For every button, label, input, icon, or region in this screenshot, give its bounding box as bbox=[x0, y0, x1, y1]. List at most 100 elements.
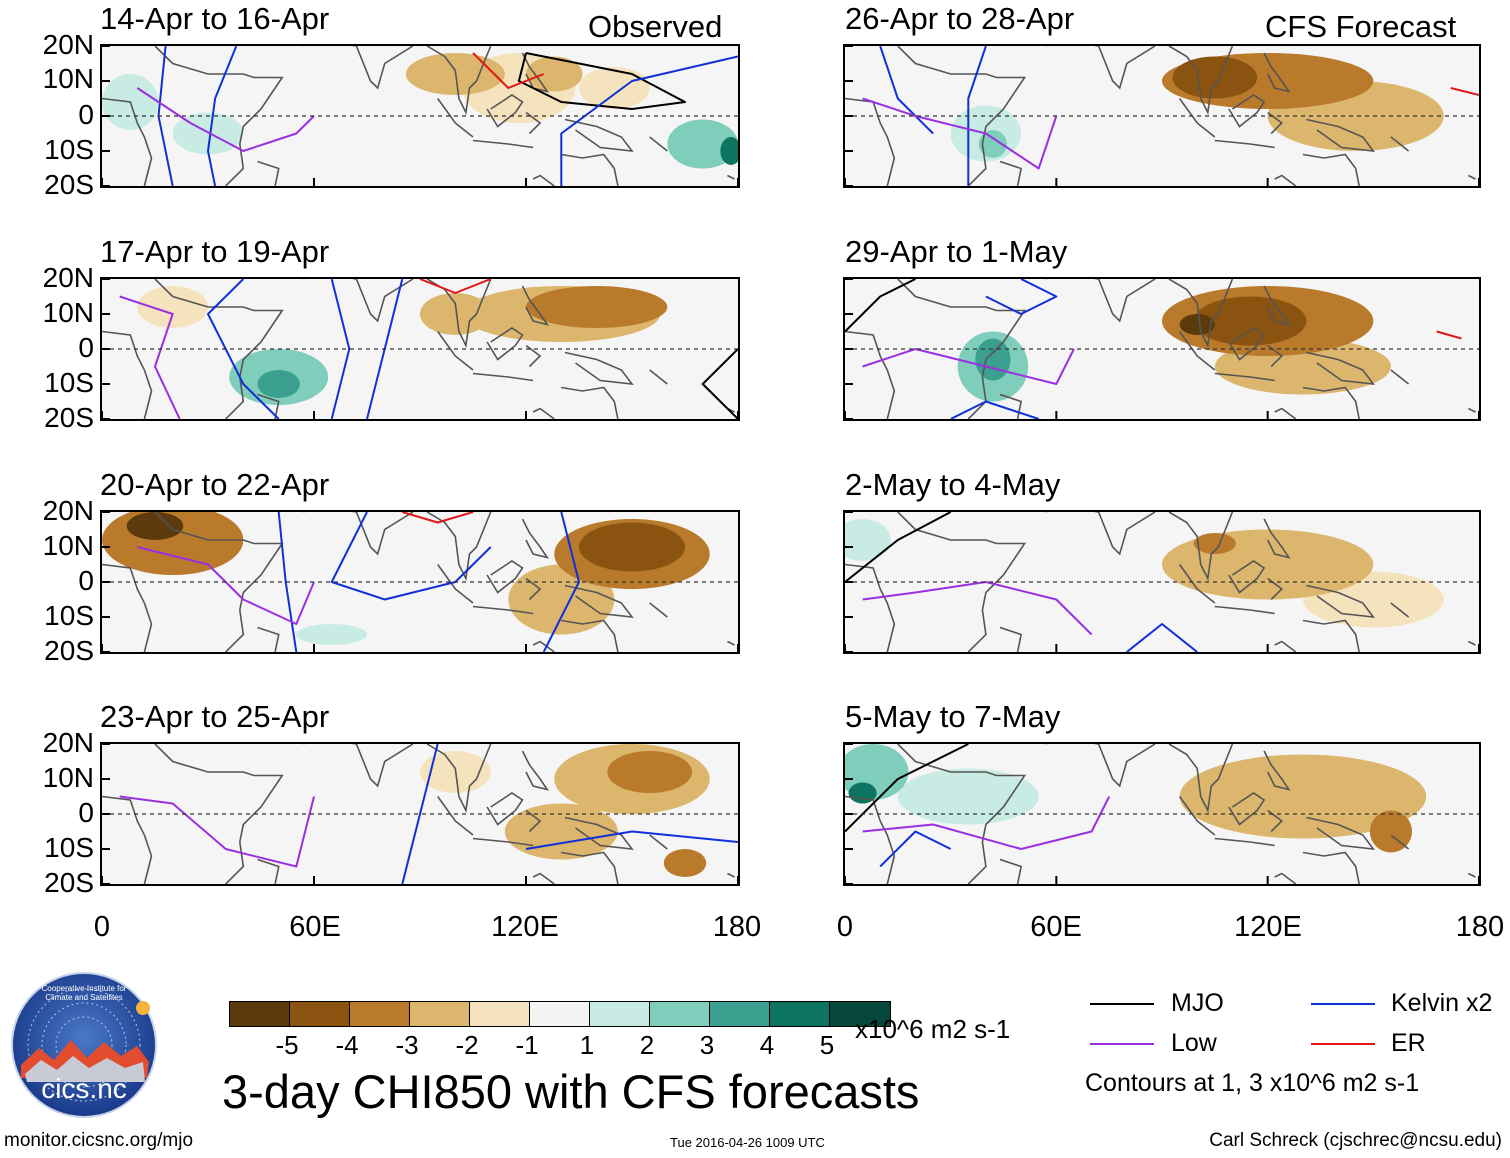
colorbar-cell bbox=[770, 1002, 830, 1026]
coastline bbox=[525, 809, 542, 833]
anomaly-region bbox=[1179, 314, 1215, 335]
coastline bbox=[532, 640, 555, 652]
contour-er bbox=[402, 512, 474, 524]
coastline bbox=[999, 626, 1023, 652]
coastline bbox=[102, 330, 153, 419]
coastline bbox=[1306, 351, 1376, 385]
footer-url[interactable]: monitor.cicsnc.org/mjo bbox=[4, 1130, 194, 1151]
coastline bbox=[472, 837, 534, 847]
coastline bbox=[154, 744, 284, 884]
colorbar-tick-label: 2 bbox=[639, 1030, 655, 1060]
coastline bbox=[564, 584, 634, 618]
anomaly-region bbox=[1193, 533, 1236, 554]
colorbar-cell bbox=[590, 1002, 650, 1026]
anomaly-region bbox=[663, 849, 707, 877]
coastline bbox=[1178, 796, 1216, 836]
y-tick-label: 10N bbox=[42, 297, 94, 328]
coastline bbox=[437, 564, 474, 604]
coastline bbox=[1390, 369, 1410, 385]
contour-kelvin bbox=[277, 512, 298, 652]
panel-title: 29-Apr to 1-May bbox=[845, 234, 1068, 269]
coastline bbox=[1214, 139, 1275, 149]
coastline bbox=[1045, 46, 1156, 90]
colorbar-cell bbox=[350, 1002, 410, 1026]
colorbar-tick-label: -2 bbox=[455, 1030, 479, 1060]
coastline bbox=[525, 111, 542, 135]
coastline bbox=[1306, 118, 1376, 152]
coastline bbox=[1214, 605, 1275, 615]
coastline bbox=[525, 577, 542, 601]
coastline bbox=[154, 279, 284, 419]
colorbar-tick-label: 3 bbox=[699, 1030, 715, 1060]
y-tick-label: 20S bbox=[44, 635, 94, 666]
contour-kelvin bbox=[985, 279, 1058, 315]
coastline bbox=[1228, 327, 1266, 361]
map-panel-p4 bbox=[100, 742, 740, 886]
x-tick-label: 0 bbox=[93, 911, 111, 943]
coastline bbox=[845, 97, 896, 186]
y-tick-label: 20N bbox=[42, 29, 94, 60]
contour-kelvin bbox=[542, 512, 580, 652]
coastline bbox=[897, 512, 1027, 652]
logo-text: cics.nc bbox=[41, 1073, 127, 1104]
cicsnc-logo: Cooperative Institute for Climate and Sa… bbox=[9, 970, 159, 1120]
coastline bbox=[1302, 153, 1360, 186]
coastline bbox=[303, 46, 414, 90]
anomaly-region bbox=[504, 803, 618, 860]
y-tick-label: 20S bbox=[44, 867, 94, 898]
x-tick-label: 60E bbox=[289, 911, 341, 943]
coastline bbox=[1228, 94, 1266, 128]
coastline bbox=[1178, 564, 1216, 604]
y-tick-label: 20N bbox=[42, 727, 94, 758]
map-panel-p7 bbox=[843, 510, 1481, 654]
anomaly-region bbox=[720, 137, 738, 165]
colorbar-cell bbox=[290, 1002, 350, 1026]
panel-title: 5-May to 7-May bbox=[845, 699, 1061, 734]
colorbar-cell bbox=[710, 1002, 770, 1026]
x-tick-label: 120E bbox=[1234, 911, 1302, 943]
contour-mjo bbox=[701, 348, 738, 419]
anomaly-region bbox=[978, 130, 1008, 158]
anomaly-region bbox=[897, 768, 1039, 825]
coastline bbox=[486, 327, 524, 361]
legend-swatch-low bbox=[1090, 1043, 1154, 1045]
anomaly-region bbox=[845, 519, 891, 561]
cfs-forecast-label: CFS Forecast bbox=[1265, 9, 1457, 44]
coastline bbox=[727, 174, 735, 180]
y-tick-label: 10N bbox=[42, 762, 94, 793]
contour-low bbox=[862, 97, 1058, 170]
coastline bbox=[102, 795, 153, 884]
contour-kelvin bbox=[1126, 623, 1198, 652]
y-tick-label: 10S bbox=[44, 600, 94, 631]
coastline bbox=[1274, 872, 1297, 884]
coastline bbox=[426, 279, 492, 349]
coastline bbox=[1274, 640, 1297, 652]
coastline bbox=[257, 626, 280, 652]
y-tick-label: 0 bbox=[78, 797, 94, 828]
coastline bbox=[649, 834, 668, 850]
contour-er bbox=[419, 279, 492, 294]
coastline bbox=[649, 136, 668, 152]
coastline bbox=[1228, 792, 1266, 826]
x-tick-label: 60E bbox=[1030, 911, 1082, 943]
coastline bbox=[1263, 52, 1291, 93]
x-tick-label: 180 bbox=[1455, 911, 1505, 943]
panel-title: 14-Apr to 16-Apr bbox=[100, 1, 330, 36]
colorbar-cell bbox=[410, 1002, 470, 1026]
y-tick-label: 0 bbox=[78, 565, 94, 596]
y-tick-label: 10S bbox=[44, 134, 94, 165]
contour-low bbox=[119, 795, 315, 868]
coastline bbox=[845, 795, 896, 884]
anomaly-region bbox=[257, 370, 300, 398]
panel-title: 23-Apr to 25-Apr bbox=[100, 699, 330, 734]
coastline bbox=[486, 560, 524, 594]
coastline bbox=[426, 744, 492, 814]
coastline bbox=[845, 563, 896, 652]
logo-ring-text: Cooperative Institute for Climate and Sa… bbox=[41, 984, 127, 1002]
y-tick-label: 10N bbox=[42, 530, 94, 561]
contour-low bbox=[137, 546, 315, 625]
anomaly-region bbox=[296, 624, 367, 645]
coastline bbox=[727, 640, 735, 646]
coastline bbox=[257, 393, 280, 419]
coastline bbox=[1302, 619, 1360, 652]
